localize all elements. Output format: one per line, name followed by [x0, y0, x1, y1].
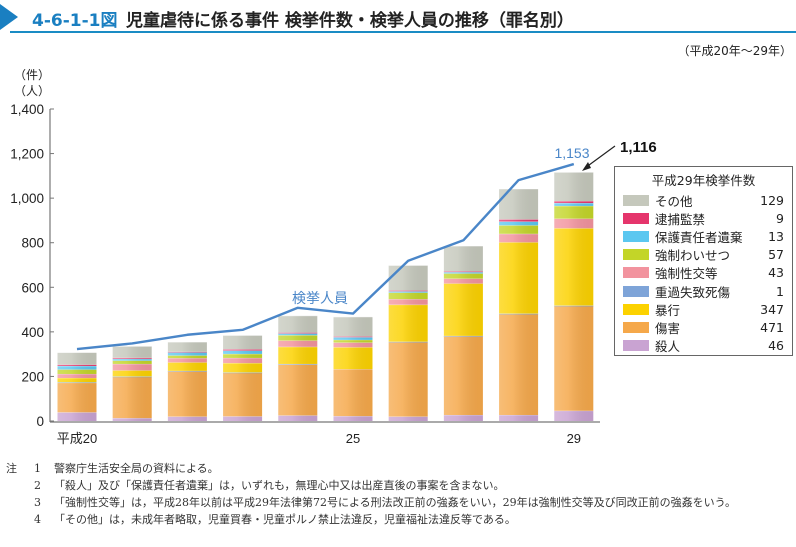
bar-sheen — [57, 352, 97, 421]
annotation-arrow-line — [584, 145, 616, 169]
note-item: 2 「殺人」及び「保護責任者遺棄」は，いずれも，無理心中又は出産直後の事案を含まな… — [6, 477, 794, 494]
note-head: 注 — [6, 462, 17, 475]
y-tick-label: 800 — [21, 236, 44, 251]
legend-value: 43 — [768, 265, 784, 281]
legend-label: 保護責任者遺棄 — [655, 229, 743, 245]
legend-swatch — [623, 249, 649, 261]
note-text: 「強制性交等」は，平成28年以前は平成29年法律第72号による刑法改正前の強姦を… — [54, 496, 736, 509]
bar-sheen — [388, 265, 428, 421]
legend-value: 46 — [768, 338, 784, 354]
legend-swatch — [623, 303, 649, 315]
note-head — [6, 494, 34, 511]
period-label: （平成20年～29年） — [677, 44, 792, 58]
y-tick-label: 1,200 — [10, 147, 44, 162]
chart-area: 0 200 400 600 800 1,000 1,200 1,400 平成20 25 29 1,15… — [10, 102, 657, 446]
legend-label: 逮捕監禁 — [655, 211, 706, 227]
note-text: 警察庁生活安全局の資料による。 — [54, 462, 219, 475]
legend-value: 9 — [776, 210, 784, 226]
bar-sheen — [443, 246, 483, 421]
bar-sheen — [167, 342, 207, 421]
persons-2017-label: 1,153 — [554, 145, 589, 161]
title-underline — [10, 31, 796, 33]
bar-sheen — [554, 172, 594, 421]
cases-2017-label: 1,116 — [620, 139, 657, 156]
y-unit-persons: （人） — [14, 84, 51, 98]
y-tick-label: 1,000 — [10, 191, 44, 206]
legend-value: 347 — [760, 301, 784, 317]
legend-value: 129 — [760, 192, 784, 208]
legend-swatch — [623, 267, 649, 279]
legend-swatch — [623, 285, 649, 297]
legend-swatch — [623, 321, 649, 333]
legend-label: 暴行 — [655, 302, 681, 318]
y-tick-label: 600 — [21, 280, 44, 295]
legend-label: その他 — [655, 193, 693, 209]
legend-item: 保護責任者遺棄 13 — [615, 227, 792, 245]
note-head — [6, 477, 34, 494]
figure-number: 4-6-1-1図 — [32, 11, 118, 31]
y-tick-label: 200 — [21, 369, 44, 384]
x-tick-label: 29 — [567, 431, 581, 446]
title-arrow-icon — [0, 4, 18, 30]
notes: 注 1 警察庁生活安全局の資料による。 2 「殺人」及び「保護責任者遺棄」は，いずれも，… — [6, 460, 794, 528]
note-number: 3 — [34, 496, 41, 509]
y-tick-label: 400 — [21, 325, 44, 340]
note-item: 4 「その他」は，未成年者略取，児童買春・児童ポルノ禁止法違反，児童福祉法違反等で… — [6, 511, 794, 528]
note-item: 注 1 警察庁生活安全局の資料による。 — [6, 460, 794, 477]
legend-swatch — [623, 212, 649, 224]
legend: 平成29年検挙件数 その他 129 逮捕監禁 9 保護責任者遺棄 13 強制わいせつ 57 強制… — [614, 166, 793, 356]
y-tick-label: 0 — [36, 414, 44, 429]
legend-swatch — [623, 230, 649, 242]
note-number: 1 — [34, 462, 41, 475]
bar-sheen — [278, 315, 318, 421]
note-number: 4 — [34, 513, 41, 526]
bar-sheen — [499, 189, 539, 421]
legend-value: 13 — [768, 228, 784, 244]
bar-sheen — [333, 316, 373, 421]
figure-title: 児童虐待に係る事件 検挙件数・検挙人員の推移（罪名別） — [126, 11, 574, 31]
legend-item: 傷害 471 — [615, 318, 792, 336]
note-item: 3 「強制性交等」は，平成28年以前は平成29年法律第72号による刑法改正前の強姦… — [6, 494, 794, 511]
line-series-label: 検挙人員 — [292, 291, 348, 307]
legend-item: 強制性交等 43 — [615, 264, 792, 282]
note-text: 「その他」は，未成年者略取，児童買春・児童ポルノ禁止法違反，児童福祉法違反等であ… — [54, 513, 516, 526]
legend-label: 重過失致死傷 — [655, 284, 731, 300]
legend-label: 殺人 — [655, 339, 681, 355]
legend-item: その他 129 — [615, 191, 792, 209]
legend-item: 重過失致死傷 1 — [615, 282, 792, 300]
bar-sheen — [223, 335, 263, 421]
legend-item: 殺人 46 — [615, 337, 792, 355]
annotation-arrow-head-icon — [582, 162, 591, 171]
legend-swatch — [623, 194, 649, 206]
note-text: 「殺人」及び「保護責任者遺棄」は，いずれも，無理心中又は出産直後の事案を含まない… — [54, 479, 505, 492]
legend-item: 逮捕監禁 9 — [615, 209, 792, 227]
legend-value: 57 — [768, 247, 784, 263]
legend-label: 傷害 — [655, 320, 681, 336]
legend-value: 1 — [776, 283, 784, 299]
legend-item: 強制わいせつ 57 — [615, 246, 792, 264]
legend-label: 強制性交等 — [655, 266, 718, 282]
note-number: 2 — [34, 479, 41, 492]
y-tick-label: 1,400 — [10, 102, 44, 117]
x-tick-label: 平成20 — [57, 431, 97, 446]
x-tick-label: 25 — [346, 431, 360, 446]
legend-item: 暴行 347 — [615, 300, 792, 318]
legend-value: 471 — [760, 319, 784, 335]
legend-title: 平成29年検挙件数 — [651, 173, 756, 188]
note-head — [6, 511, 34, 528]
figure-header: 4-6-1-1図 児童虐待に係る事件 検挙件数・検挙人員の推移（罪名別） — [0, 0, 796, 34]
legend-swatch — [623, 340, 649, 352]
bar-sheen — [112, 346, 152, 421]
legend-label: 強制わいせつ — [655, 248, 731, 264]
arrest-persons-line — [76, 162, 575, 351]
y-unit-cases: （件） — [14, 68, 51, 82]
